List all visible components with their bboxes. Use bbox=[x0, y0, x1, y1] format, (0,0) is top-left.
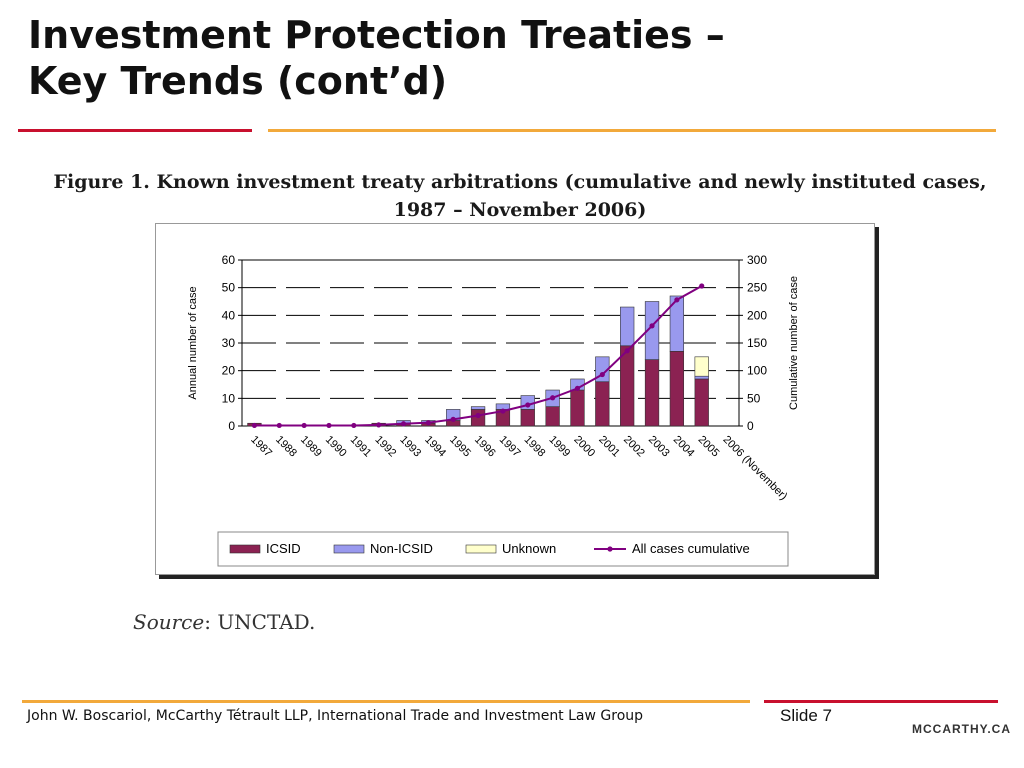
cumulative-line bbox=[254, 285, 703, 427]
y2-axis-tick-label: 0 bbox=[747, 419, 754, 433]
bar-icsid-2001 bbox=[595, 381, 610, 427]
cumulative-point bbox=[500, 408, 506, 414]
y-axis-tick-label: 30 bbox=[222, 336, 236, 350]
x-axis-tick-label: 1998 bbox=[522, 434, 548, 460]
x-axis-tick-label: 1997 bbox=[497, 434, 523, 460]
slide-title-line-2: Key Trends (cont’d) bbox=[28, 59, 448, 103]
y2-axis-tick-label: 50 bbox=[747, 391, 761, 405]
bar-non-icsid-2002 bbox=[620, 306, 635, 347]
x-axis-tick-label: 1987 bbox=[248, 434, 274, 460]
bar-icsid-2000 bbox=[570, 389, 585, 427]
legend-label-unknown: Unknown bbox=[502, 541, 556, 556]
cumulative-point bbox=[450, 416, 456, 422]
cumulative-point bbox=[301, 422, 307, 429]
slide-title-line-1: Investment Protection Treaties – bbox=[28, 13, 725, 57]
cumulative-point bbox=[599, 371, 605, 378]
cumulative-point bbox=[425, 420, 431, 426]
cumulative-point bbox=[326, 422, 332, 429]
legend-swatch-icsid bbox=[229, 544, 261, 554]
figure-caption: Figure 1. Known investment treaty arbitr… bbox=[40, 168, 1000, 224]
title-rule-left bbox=[18, 129, 252, 132]
x-axis-tick-label: 1991 bbox=[348, 434, 374, 460]
y-axis-tick-label: 0 bbox=[228, 419, 235, 433]
cumulative-point bbox=[400, 421, 407, 427]
x-axis-tick-label: 1999 bbox=[547, 434, 573, 460]
figure-caption-line-1: Figure 1. Known investment treaty arbitr… bbox=[53, 171, 987, 193]
y2-axis-tick-label: 300 bbox=[747, 253, 767, 267]
bar-icsid-2004 bbox=[669, 351, 685, 427]
chart-frame: 0 10 20 30 40 50 60 0 50 100 150 200 250 300 Annual nu… bbox=[155, 223, 875, 575]
bar-unknown-2005 bbox=[694, 356, 709, 377]
y-axis-tick-label: 40 bbox=[222, 308, 236, 322]
footer-rule-right bbox=[764, 700, 998, 703]
cumulative-point bbox=[624, 348, 630, 354]
x-axis-tick-label: 1993 bbox=[397, 434, 423, 460]
x-axis-tick-label: 1994 bbox=[422, 434, 448, 460]
cumulative-point bbox=[550, 395, 556, 401]
cumulative-point bbox=[251, 422, 258, 429]
y-axis-title: Annual number of case bbox=[187, 286, 199, 399]
figure-caption-line-2: 1987 – November 2006) bbox=[393, 199, 647, 221]
brand-logo: MCCARTHY.CA bbox=[912, 722, 1011, 736]
legend-box bbox=[217, 531, 789, 567]
x-axis-tick-label: 1989 bbox=[298, 434, 324, 460]
bar-non-icsid-2004 bbox=[669, 295, 685, 352]
cumulative-point bbox=[525, 402, 531, 408]
x-axis-tick-label: 2002 bbox=[621, 434, 647, 460]
cumulative-point bbox=[376, 422, 382, 428]
slide-number: Slide 7 bbox=[780, 706, 832, 725]
y2-axis-title: Cumulative number of case bbox=[788, 276, 800, 410]
x-axis-tick-label: 2006 (November) bbox=[720, 434, 789, 503]
y2-axis-tick-label: 100 bbox=[747, 364, 767, 378]
y-axis-tick-label: 10 bbox=[222, 391, 236, 405]
y2-axis-tick-label: 150 bbox=[747, 336, 767, 350]
cumulative-point bbox=[351, 422, 357, 429]
source-value: : UNCTAD. bbox=[204, 610, 316, 634]
bar-non-icsid-2003 bbox=[644, 301, 660, 360]
x-axis-tick-label: 1988 bbox=[273, 434, 299, 460]
cumulative-point bbox=[674, 297, 680, 303]
x-axis-tick-label: 2004 bbox=[671, 434, 697, 460]
x-axis-tick-label: 1995 bbox=[447, 434, 473, 460]
footer-rule-left bbox=[22, 700, 750, 703]
bar-icsid-2003 bbox=[644, 359, 660, 427]
x-axis-tick-label: 2003 bbox=[646, 434, 672, 460]
legend-marker-all-cases-cumulative bbox=[607, 546, 613, 552]
legend-label-icsid: ICSID bbox=[266, 541, 301, 556]
bar-icsid-2005 bbox=[694, 378, 709, 427]
cumulative-point bbox=[276, 422, 282, 429]
y-axis-tick-label: 60 bbox=[222, 253, 236, 267]
bar-icsid-2002 bbox=[620, 345, 635, 427]
legend-swatch-non-icsid bbox=[333, 544, 365, 554]
cumulative-point bbox=[574, 385, 581, 391]
bar-non-icsid-2005 bbox=[694, 375, 709, 380]
footer-text: John W. Boscariol, McCarthy Tétrault LLP… bbox=[27, 708, 644, 724]
x-axis-tick-label: 2000 bbox=[571, 434, 597, 460]
legend-label-all-cases-cumulative: All cases cumulative bbox=[632, 541, 750, 556]
x-axis-tick-label: 1990 bbox=[323, 434, 349, 460]
slide-title: Investment Protection Treaties – Key Tre… bbox=[28, 12, 988, 104]
source-line: Source: UNCTAD. bbox=[133, 610, 315, 634]
x-axis-tick-label: 2001 bbox=[596, 434, 622, 460]
y2-axis-tick-label: 200 bbox=[747, 308, 767, 322]
y2-axis-tick-label: 250 bbox=[747, 281, 767, 295]
cumulative-point bbox=[699, 283, 705, 289]
x-axis-tick-label: 1992 bbox=[373, 434, 399, 460]
title-rule-right bbox=[268, 129, 996, 132]
x-axis-tick-label: 2005 bbox=[696, 434, 722, 460]
legend-swatch-unknown bbox=[465, 544, 497, 554]
cumulative-point bbox=[475, 412, 481, 419]
arbitrations-chart: 0 10 20 30 40 50 60 0 50 100 150 200 250 300 Annual nu… bbox=[187, 253, 800, 567]
legend-label-non-icsid: Non-ICSID bbox=[370, 541, 433, 556]
y-axis-tick-label: 50 bbox=[222, 281, 236, 295]
x-axis-tick-label: 1996 bbox=[472, 434, 498, 460]
bar-icsid-1998 bbox=[520, 409, 535, 427]
bar-non-icsid-1996 bbox=[470, 406, 486, 410]
bar-icsid-1999 bbox=[545, 406, 560, 427]
source-label: Source bbox=[133, 610, 205, 634]
cumulative-point bbox=[649, 323, 655, 329]
y-axis-tick-label: 20 bbox=[222, 364, 236, 378]
